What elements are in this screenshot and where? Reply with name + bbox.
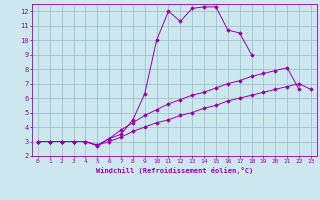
X-axis label: Windchill (Refroidissement éolien,°C): Windchill (Refroidissement éolien,°C) [96,167,253,174]
